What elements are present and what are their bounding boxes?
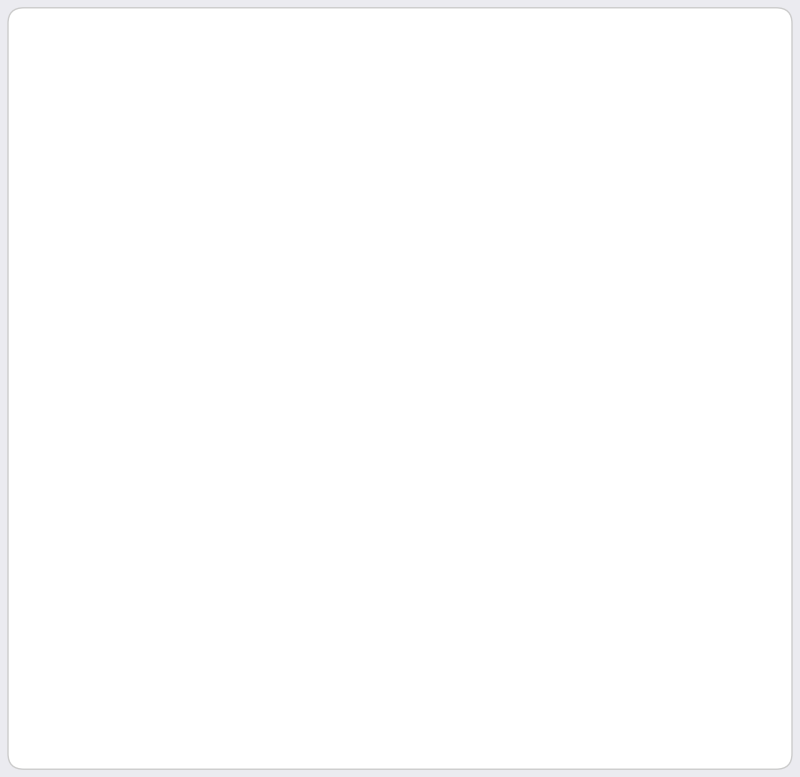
Text: Work out the value of: Work out the value of — [122, 114, 370, 134]
Text: The diagram is not drawn to scale.: The diagram is not drawn to scale. — [206, 700, 594, 720]
Polygon shape — [254, 199, 575, 535]
Text: 6x + 36: 6x + 36 — [116, 236, 195, 256]
Text: 6x + 26: 6x + 26 — [437, 139, 517, 159]
Text: 4x + 10: 4x + 10 — [615, 412, 695, 431]
Text: x: x — [379, 114, 393, 134]
Text: 3x - 10: 3x - 10 — [454, 575, 525, 594]
Text: ?: ? — [91, 117, 98, 131]
Text: .: . — [390, 114, 398, 134]
Text: 2 of 3: 2 of 3 — [71, 49, 123, 67]
Text: 5x + 10: 5x + 10 — [265, 589, 345, 608]
